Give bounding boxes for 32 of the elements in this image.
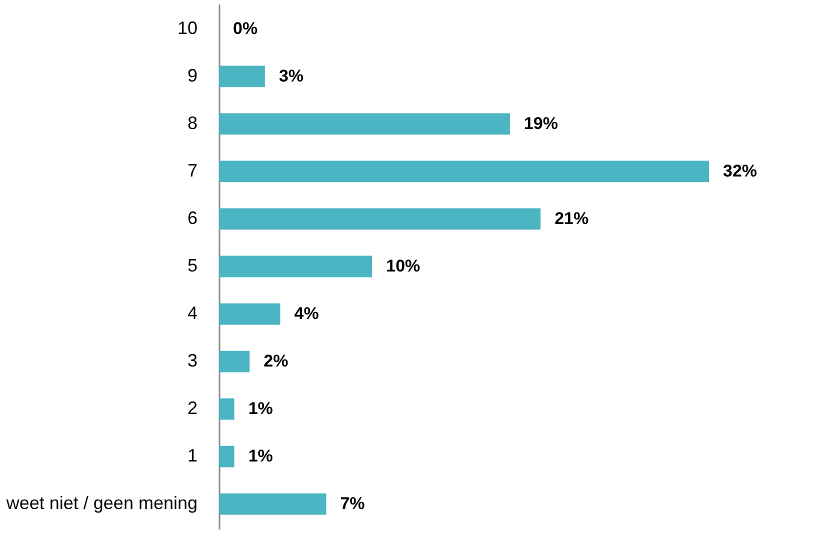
data-label: 2% xyxy=(264,352,288,371)
data-label: 19% xyxy=(524,114,558,133)
bar xyxy=(219,113,510,135)
bar xyxy=(219,350,250,372)
y-tick-label: 5 xyxy=(187,256,198,276)
bar xyxy=(219,398,234,420)
data-label: 4% xyxy=(294,304,319,324)
data-label: 0% xyxy=(233,18,258,38)
bar xyxy=(219,66,265,88)
bar xyxy=(219,256,372,278)
data-label: 10% xyxy=(386,256,420,276)
data-label: 3% xyxy=(278,66,304,86)
bar xyxy=(219,208,541,230)
y-tick-label: 4 xyxy=(187,303,198,324)
y-tick-label: 7 xyxy=(187,160,198,180)
bar xyxy=(219,446,234,468)
y-tick-label: 8 xyxy=(187,112,198,133)
bar xyxy=(219,160,709,182)
data-label: 21% xyxy=(554,208,589,228)
data-label: 7% xyxy=(340,494,365,514)
y-tick-label: 3 xyxy=(187,350,198,371)
y-tick-label: weet niet / geen mening xyxy=(5,493,198,514)
data-label: 1% xyxy=(248,399,273,418)
bar xyxy=(219,493,326,515)
bar xyxy=(219,303,280,325)
y-tick-label: 6 xyxy=(187,208,198,228)
y-tick-label: 2 xyxy=(187,398,198,418)
data-label: 32% xyxy=(723,161,758,180)
data-label: 1% xyxy=(248,446,273,466)
y-tick-label: 10 xyxy=(177,18,198,38)
y-tick-label: 9 xyxy=(187,65,198,86)
y-tick-label: 1 xyxy=(187,446,198,466)
